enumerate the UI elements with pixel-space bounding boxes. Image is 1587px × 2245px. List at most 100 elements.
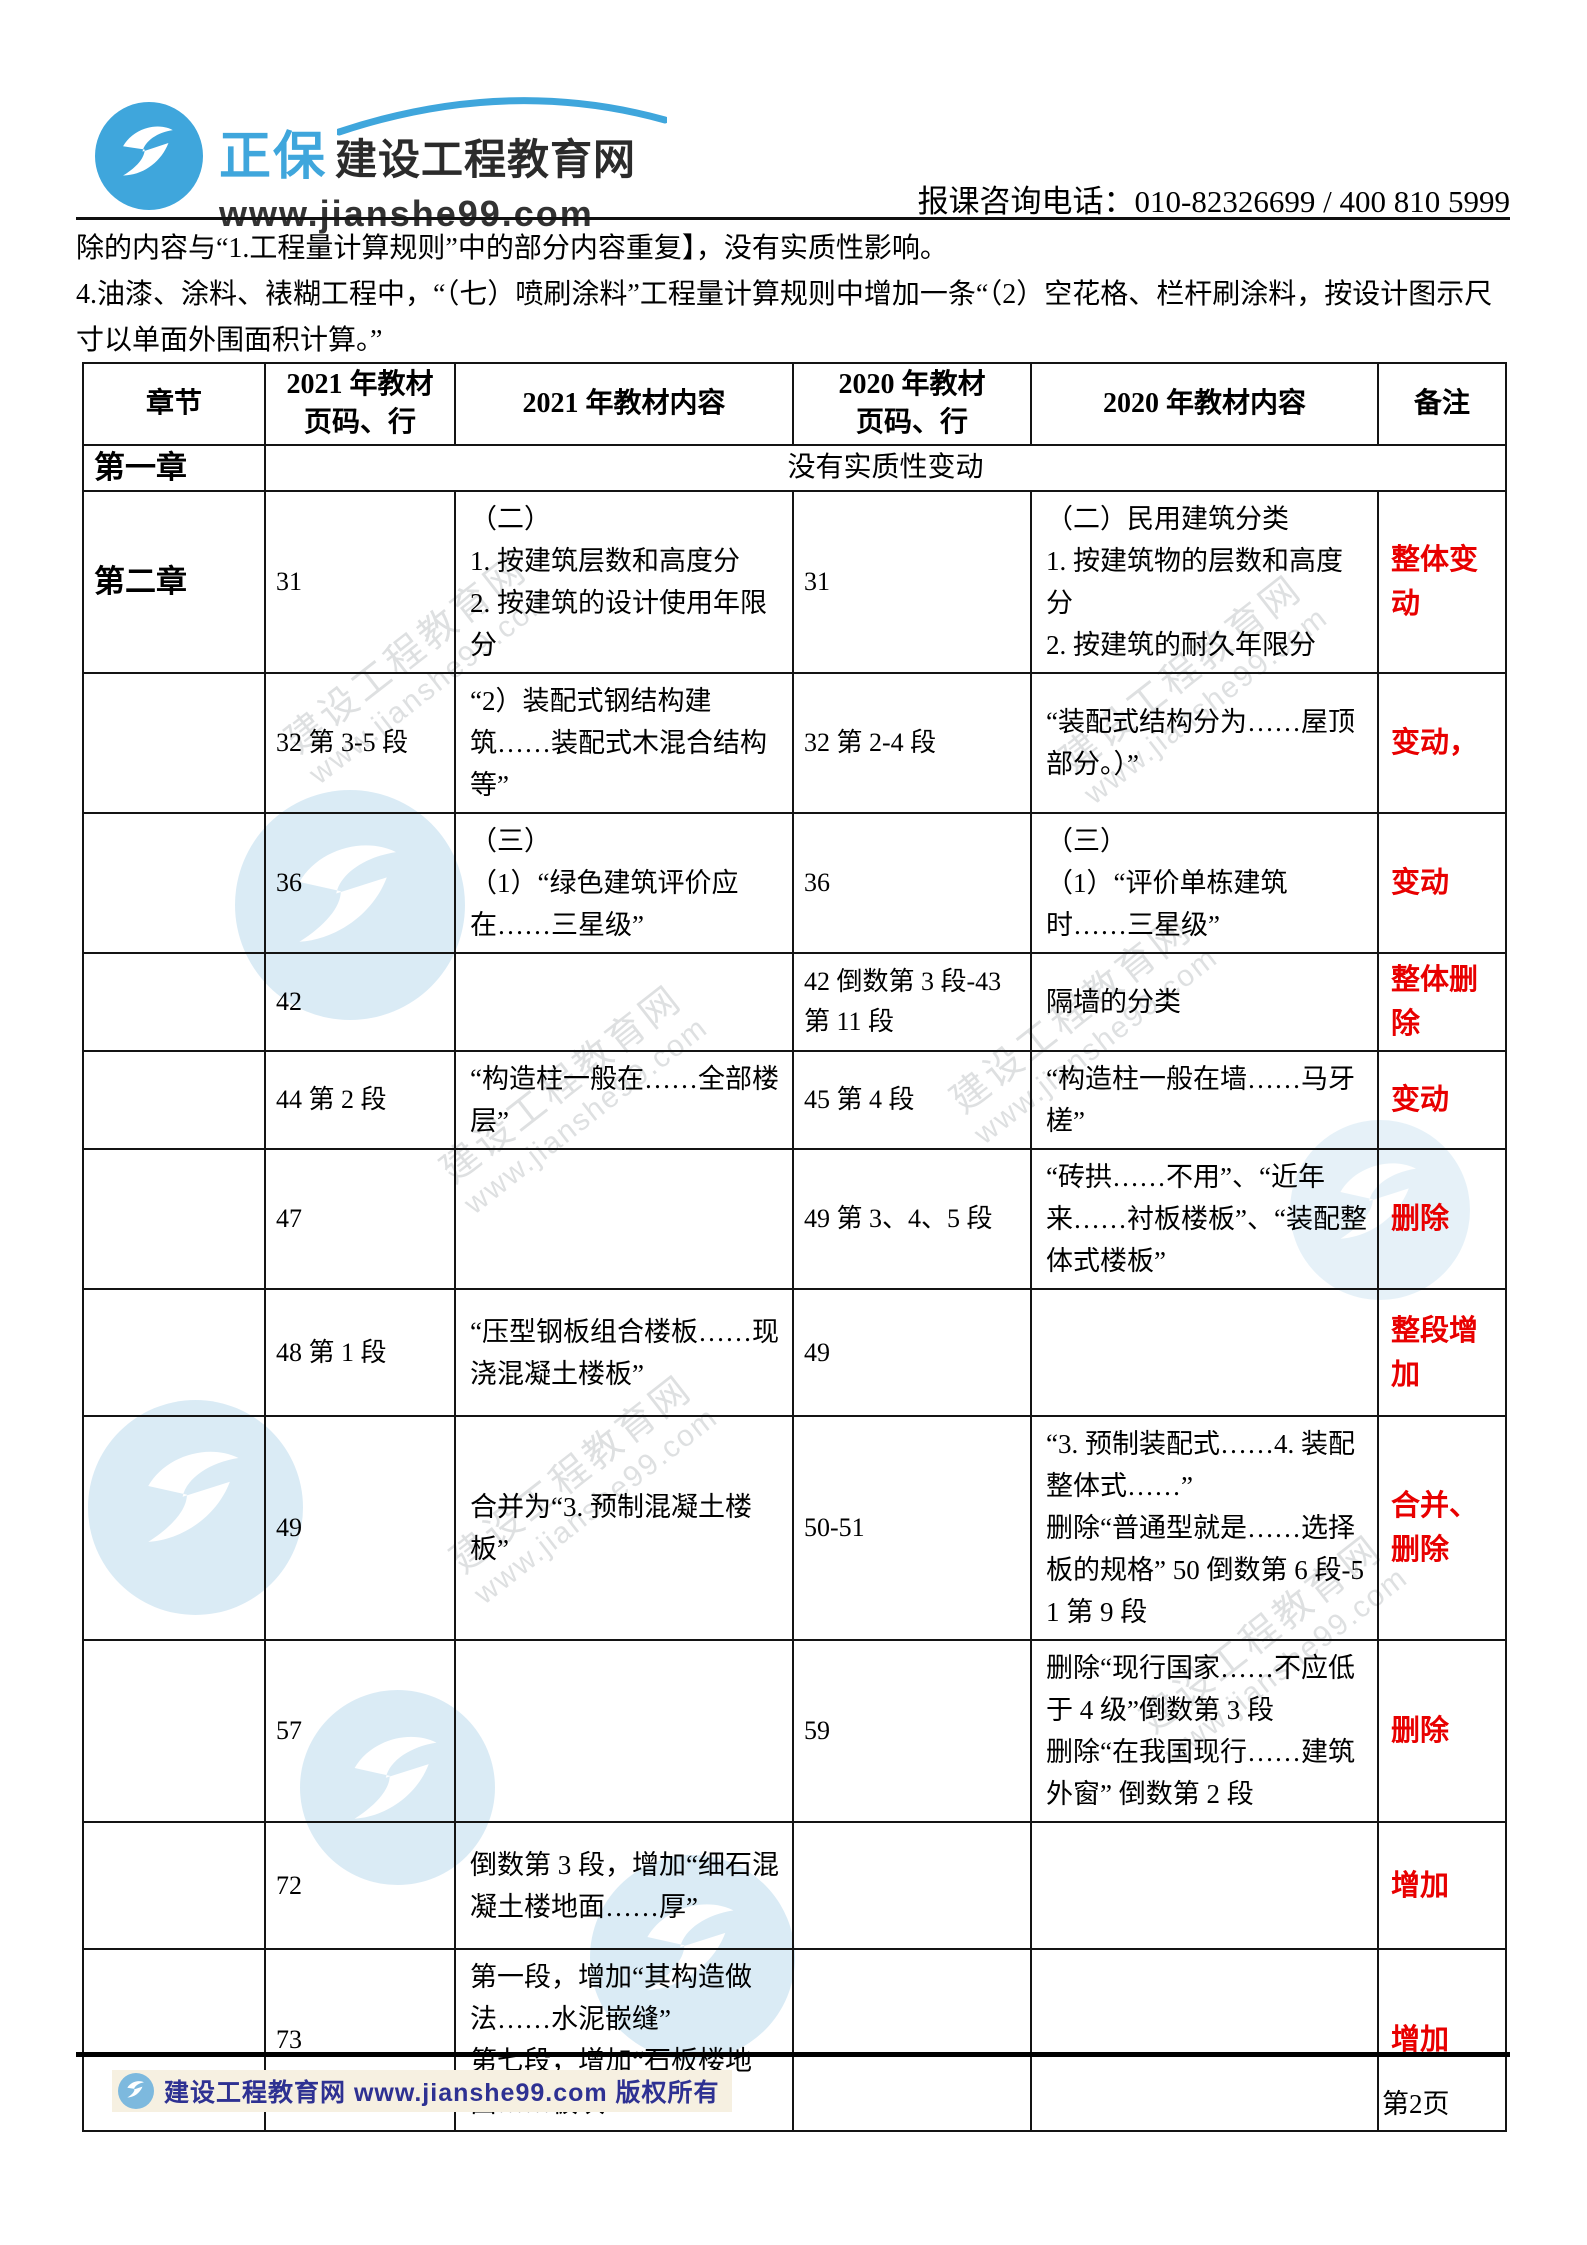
cell-2021-content: “构造柱一般在……全部楼层” bbox=[454, 1050, 794, 1150]
cell-2020-page: 59 bbox=[792, 1639, 1032, 1823]
footer-copyright-text: 建设工程教育网 www.jianshe99.com 版权所有 bbox=[164, 2079, 720, 2107]
cell-2021-page: 36 bbox=[264, 812, 456, 954]
cell-remark: 变动 bbox=[1377, 1050, 1507, 1150]
logo-text: 正保 建设工程教育网 www.jianshe99.com bbox=[219, 88, 667, 235]
cell-remark: 增加 bbox=[1377, 1821, 1507, 1950]
site-logo: 正保 建设工程教育网 www.jianshe99.com bbox=[95, 88, 667, 235]
cell-2020-content: 删除“现行国家……不应低于 4 级”倒数第 3 段 删除“在我国现行……建筑外窗… bbox=[1030, 1639, 1379, 1823]
cell-2021-page: 49 bbox=[264, 1415, 456, 1641]
logo-arc-icon bbox=[337, 97, 667, 136]
cell-2021-content: “压型钢板组合楼板……现浇混凝土楼板” bbox=[454, 1288, 794, 1417]
cell-2021-content: （三） （1）“绿色建筑评价应在……三星级” bbox=[454, 812, 794, 954]
logo-url: www.jianshe99.com bbox=[219, 193, 594, 234]
cell-2021-page: 72 bbox=[264, 1821, 456, 1950]
comparison-table: 章节 2021 年教材 页码、行 2021 年教材内容 2020 年教材 页码、行 20… bbox=[82, 362, 1507, 2132]
cell-chapter: 第二章 bbox=[82, 490, 266, 674]
intro-paragraphs: 除的内容与“1.工程量计算规则”中的部分内容重复】，没有实质性影响。 4.油漆、… bbox=[76, 226, 1516, 364]
cell-2021-content: 倒数第 3 段，增加“细石混凝土楼地面……厚” bbox=[454, 1821, 794, 1950]
cell-2020-page: 36 bbox=[792, 812, 1032, 954]
table-row: 47 49 第 3、4、5 段 “砖拱……不用”、“近年来……衬板楼板”、“装配整体… bbox=[82, 1148, 1507, 1290]
page-number: 第2页 bbox=[1382, 2089, 1450, 2119]
cell-chapter bbox=[82, 672, 266, 814]
cell-2020-content: （二）民用建筑分类 1. 按建筑物的层数和高度分 2. 按建筑的耐久年限分 bbox=[1030, 490, 1379, 674]
cell-2020-page bbox=[792, 1948, 1032, 2132]
cell-2021-content bbox=[454, 952, 794, 1052]
table-row: 72 倒数第 3 段，增加“细石混凝土楼地面……厚” 增加 bbox=[82, 1821, 1507, 1950]
cell-2020-page: 32 第 2-4 段 bbox=[792, 672, 1032, 814]
cell-2020-content: “装配式结构分为……屋顶部分。）” bbox=[1030, 672, 1379, 814]
cell-2021-content bbox=[454, 1148, 794, 1290]
cell-2020-page: 49 第 3、4、5 段 bbox=[792, 1148, 1032, 1290]
cell-2021-page: 57 bbox=[264, 1639, 456, 1823]
footer-logo-icon bbox=[118, 2073, 154, 2109]
cell-2021-page: 47 bbox=[264, 1148, 456, 1290]
cell-chapter bbox=[82, 1148, 266, 1290]
cell-2020-content: “3. 预制装配式……4. 装配整体式……” 删除“普通型就是……选择板的规格”… bbox=[1030, 1415, 1379, 1641]
cell-remark: 整体删除 bbox=[1377, 952, 1507, 1052]
cell-remark: 变动， bbox=[1377, 672, 1507, 814]
cell-chapter bbox=[82, 1288, 266, 1417]
cell-2020-content: “构造柱一般在墙……马牙槎” bbox=[1030, 1050, 1379, 1150]
cell-merged-note: 没有实质性变动 bbox=[264, 444, 1507, 492]
cell-2020-page bbox=[792, 1821, 1032, 1950]
cell-2020-content bbox=[1030, 1948, 1379, 2132]
cell-remark: 增加 bbox=[1377, 1948, 1507, 2132]
cell-2021-content: 合并为“3. 预制混凝土楼板” bbox=[454, 1415, 794, 1641]
cell-chapter bbox=[82, 1821, 266, 1950]
table-row: 44 第 2 段 “构造柱一般在……全部楼层” 45 第 4 段 “构造柱一般在墙……… bbox=[82, 1050, 1507, 1150]
cell-2020-page: 49 bbox=[792, 1288, 1032, 1417]
footer-divider bbox=[76, 2052, 1510, 2057]
cell-remark: 删除 bbox=[1377, 1639, 1507, 1823]
cell-chapter bbox=[82, 1050, 266, 1150]
cell-2020-content: 隔墙的分类 bbox=[1030, 952, 1379, 1052]
cell-2021-page: 48 第 1 段 bbox=[264, 1288, 456, 1417]
cell-2020-page: 45 第 4 段 bbox=[792, 1050, 1032, 1150]
header-divider bbox=[76, 217, 1510, 220]
table-row: 第一章 没有实质性变动 bbox=[82, 444, 1507, 492]
table-row: 42 42 倒数第 3 段-43 第 11 段隔墙的分类 整体删除 bbox=[82, 952, 1507, 1052]
table-row: 49 合并为“3. 预制混凝土楼板” 50-51 “3. 预制装配式……4. 装配整体… bbox=[82, 1415, 1507, 1641]
cell-2020-content: （三） （1）“评价单栋建筑时……三星级” bbox=[1030, 812, 1379, 954]
cell-2021-page: 42 bbox=[264, 952, 456, 1052]
cell-2020-page: 31 bbox=[792, 490, 1032, 674]
cell-2021-content: （二） 1. 按建筑层数和高度分 2. 按建筑的设计使用年限分 bbox=[454, 490, 794, 674]
cell-chapter bbox=[82, 952, 266, 1052]
cell-2021-content: “2）装配式钢结构建筑……装配式木混合结构等” bbox=[454, 672, 794, 814]
intro-line-2: 4.油漆、涂料、裱糊工程中，“（七）喷刷涂料”工程量计算规则中增加一条“（2）空… bbox=[76, 279, 1493, 356]
cell-remark: 整段增加 bbox=[1377, 1288, 1507, 1417]
cell-2021-page: 44 第 2 段 bbox=[264, 1050, 456, 1150]
cell-2021-content bbox=[454, 1639, 794, 1823]
column-header: 章节 bbox=[82, 362, 266, 446]
cell-2020-content bbox=[1030, 1288, 1379, 1417]
phone-line: 报课咨询电话：010-82326699 / 400 810 5999 bbox=[917, 184, 1510, 219]
column-header: 2021 年教材内容 bbox=[454, 362, 794, 446]
column-header: 备注 bbox=[1377, 362, 1507, 446]
table-row: 32 第 3-5 段 “2）装配式钢结构建筑……装配式木混合结构等” 32 第 2-… bbox=[82, 672, 1507, 814]
logo-z-icon bbox=[95, 102, 203, 210]
cell-chapter bbox=[82, 1639, 266, 1823]
cell-2020-content: “砖拱……不用”、“近年来……衬板楼板”、“装配整体式楼板” bbox=[1030, 1148, 1379, 1290]
cell-2020-page: 42 倒数第 3 段-43 第 11 段 bbox=[792, 952, 1032, 1052]
cell-remark: 合并、删除 bbox=[1377, 1415, 1507, 1641]
cell-2020-content bbox=[1030, 1821, 1379, 1950]
cell-remark: 删除 bbox=[1377, 1148, 1507, 1290]
table-row: 36 （三） （1）“绿色建筑评价应在……三星级” 36 （三） （1）“评价单栋建筑… bbox=[82, 812, 1507, 954]
cell-remark: 变动 bbox=[1377, 812, 1507, 954]
cell-2021-page: 32 第 3-5 段 bbox=[264, 672, 456, 814]
column-header: 2020 年教材 页码、行 bbox=[792, 362, 1032, 446]
cell-chapter bbox=[82, 1415, 266, 1641]
footer-copyright: 建设工程教育网 www.jianshe99.com 版权所有 bbox=[112, 2070, 732, 2112]
cell-chapter bbox=[82, 812, 266, 954]
cell-remark: 整体变动 bbox=[1377, 490, 1507, 674]
column-header: 2021 年教材 页码、行 bbox=[264, 362, 456, 446]
logo-brand-cn: 正保 bbox=[219, 128, 328, 186]
table-row: 第二章 31 （二） 1. 按建筑层数和高度分 2. 按建筑的设计使用年限分 31 （二… bbox=[82, 490, 1507, 674]
intro-line-1: 除的内容与“1.工程量计算规则”中的部分内容重复】，没有实质性影响。 bbox=[76, 233, 948, 264]
logo-brand-main: 建设工程教育网 bbox=[335, 136, 637, 183]
table-row: 57 59 删除“现行国家……不应低于 4 级”倒数第 3 段 删除“在我国现行……… bbox=[82, 1639, 1507, 1823]
cell-2021-page: 31 bbox=[264, 490, 456, 674]
cell-chapter: 第一章 bbox=[82, 444, 266, 492]
cell-2020-page: 50-51 bbox=[792, 1415, 1032, 1641]
table-header-row: 章节 2021 年教材 页码、行 2021 年教材内容 2020 年教材 页码、行 20… bbox=[82, 362, 1507, 446]
